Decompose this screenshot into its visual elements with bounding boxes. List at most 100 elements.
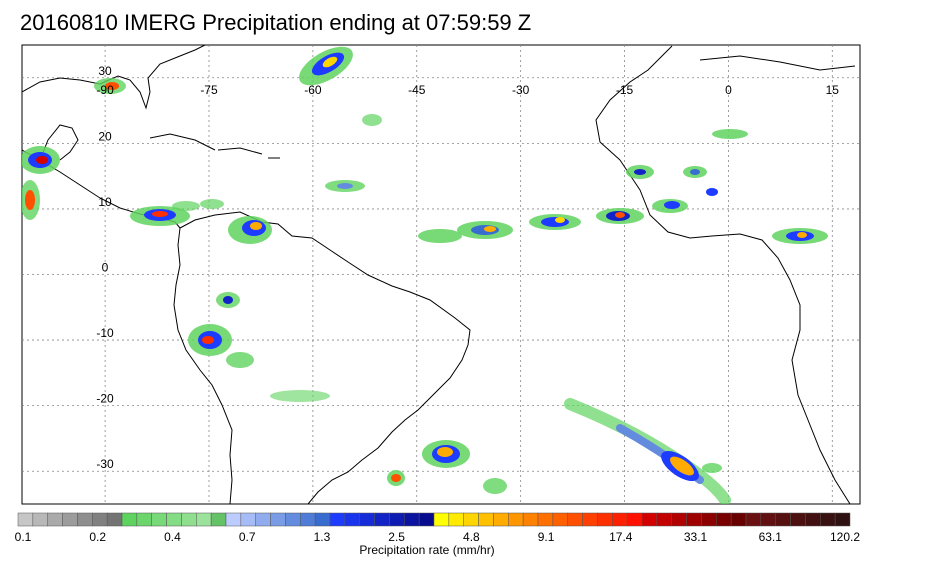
lat-tick-label: -10 xyxy=(96,326,114,340)
colorbar-swatch xyxy=(285,512,301,527)
west-atlantic-storm xyxy=(299,46,382,126)
colorbar-swatch xyxy=(701,512,717,527)
colorbar-swatch xyxy=(760,512,776,527)
lat-tick-label: 20 xyxy=(98,129,112,143)
colorbar-swatch xyxy=(552,512,568,527)
colorbar-tick-label: 0.1 xyxy=(15,530,32,544)
colorbar-swatch xyxy=(626,512,643,527)
colorbar-tick-label: 17.4 xyxy=(609,530,633,544)
colorbar-tick-labels: 0.1 0.2 0.4 0.7 1.3 2.5 4.8 9.1 17.4 33.1 63.1 120.… xyxy=(15,530,861,544)
colorbar-tick-label: 9.1 xyxy=(538,530,555,544)
lon-tick-label: 15 xyxy=(826,83,840,97)
lon-tick-label: -60 xyxy=(304,83,322,97)
colorbar-swatch xyxy=(181,512,197,527)
colorbar-swatch xyxy=(641,512,658,527)
colorbar-tick-label: 0.4 xyxy=(164,530,181,544)
colorbar-swatch xyxy=(493,512,509,527)
colorbar-swatch xyxy=(567,512,583,527)
colorbar-swatch xyxy=(597,512,613,527)
colorbar-swatch xyxy=(329,512,346,527)
caribbean-islands xyxy=(149,133,280,159)
lon-tick-label: -75 xyxy=(200,83,218,97)
colorbar-swatch xyxy=(671,512,687,527)
precipitation-field xyxy=(22,46,828,504)
colorbar-tick-label: 1.3 xyxy=(314,530,331,544)
gridlines xyxy=(22,45,860,504)
colorbar-swatch xyxy=(508,512,524,527)
south-america-coastline xyxy=(173,211,471,504)
central-america-cells xyxy=(22,78,224,226)
colorbar-swatch xyxy=(17,512,34,527)
colorbar-swatch xyxy=(359,512,375,527)
colorbar-swatch xyxy=(775,512,791,527)
colorbar-swatch xyxy=(240,512,256,527)
colorbar-swatch xyxy=(537,512,554,527)
colorbar-swatch xyxy=(612,512,628,527)
colorbar-swatch xyxy=(300,512,316,527)
colorbar-swatch xyxy=(255,512,271,527)
lon-tick-label: -90 xyxy=(96,83,114,97)
amazon-andes-cells xyxy=(188,216,330,402)
colorbar-tick-label: 0.2 xyxy=(89,530,106,544)
yucatan-coastline xyxy=(39,124,79,161)
colorbar-swatch xyxy=(478,512,494,527)
colorbar-tick-label: 0.7 xyxy=(239,530,256,544)
colorbar-swatch xyxy=(790,512,806,527)
colorbar-swatch xyxy=(32,512,48,527)
colorbar-swatch xyxy=(92,512,108,527)
colorbar-swatch xyxy=(196,512,212,527)
colorbar-swatch xyxy=(522,512,539,527)
lon-tick-label: -30 xyxy=(512,83,530,97)
colorbar-swatch xyxy=(716,512,732,527)
lat-tick-label: -20 xyxy=(96,392,114,406)
colorbar-swatch xyxy=(314,512,331,527)
colorbar-tick-label: 63.1 xyxy=(759,530,783,544)
mediterranean-coastline xyxy=(699,55,856,71)
colorbar-swatch xyxy=(62,512,78,527)
africa-coastline xyxy=(595,45,851,504)
colorbar-swatch xyxy=(448,512,464,527)
colorbar-swatch xyxy=(121,512,138,527)
colorbar-swatch xyxy=(270,512,286,527)
south-atlantic-band xyxy=(564,398,731,504)
colorbar-swatch xyxy=(834,512,851,527)
lat-tick-label: 10 xyxy=(98,195,112,209)
colorbar-swatch xyxy=(374,512,390,527)
colorbar-swatch xyxy=(686,512,702,527)
colorbar-swatch xyxy=(418,512,435,527)
colorbar-swatch xyxy=(404,512,420,527)
colorbar-swatch xyxy=(820,512,836,527)
north-america-coastline xyxy=(22,45,206,110)
colorbar-tick-label: 120.2 xyxy=(830,530,860,544)
colorbar-swatch xyxy=(77,512,93,527)
colorbar-label: Precipitation rate (mm/hr) xyxy=(359,543,494,557)
colorbar-swatch xyxy=(136,512,152,527)
colorbar-swatch xyxy=(166,512,182,527)
colorbar-swatch xyxy=(210,512,227,527)
colorbar xyxy=(17,512,851,527)
colorbar-swatch xyxy=(389,512,405,527)
longitude-labels: -90 -75 -60 -45 -30 -15 0 15 xyxy=(96,83,839,97)
colorbar-swatch xyxy=(47,512,63,527)
itcz-band xyxy=(325,180,828,244)
colorbar-swatch xyxy=(225,512,242,527)
colorbar-swatch xyxy=(582,512,598,527)
colorbar-swatch xyxy=(344,512,360,527)
lat-tick-label: 0 xyxy=(102,261,109,275)
colorbar-swatch xyxy=(656,512,672,527)
southern-brazil-cells xyxy=(387,440,507,494)
lat-tick-label: 30 xyxy=(98,64,112,78)
colorbar-swatch xyxy=(745,512,762,527)
west-africa-cells xyxy=(626,129,748,196)
colorbar-swatch xyxy=(106,512,123,527)
colorbar-swatch xyxy=(805,512,821,527)
lon-tick-label: -15 xyxy=(616,83,634,97)
colorbar-swatch xyxy=(463,512,479,527)
colorbar-tick-label: 4.8 xyxy=(463,530,480,544)
latitude-labels: 30 20 10 0 -10 -20 -30 xyxy=(96,64,114,471)
lon-tick-label: -45 xyxy=(408,83,426,97)
colorbar-swatch xyxy=(433,512,450,527)
colorbar-swatch xyxy=(730,512,747,527)
lon-tick-label: 0 xyxy=(725,83,732,97)
